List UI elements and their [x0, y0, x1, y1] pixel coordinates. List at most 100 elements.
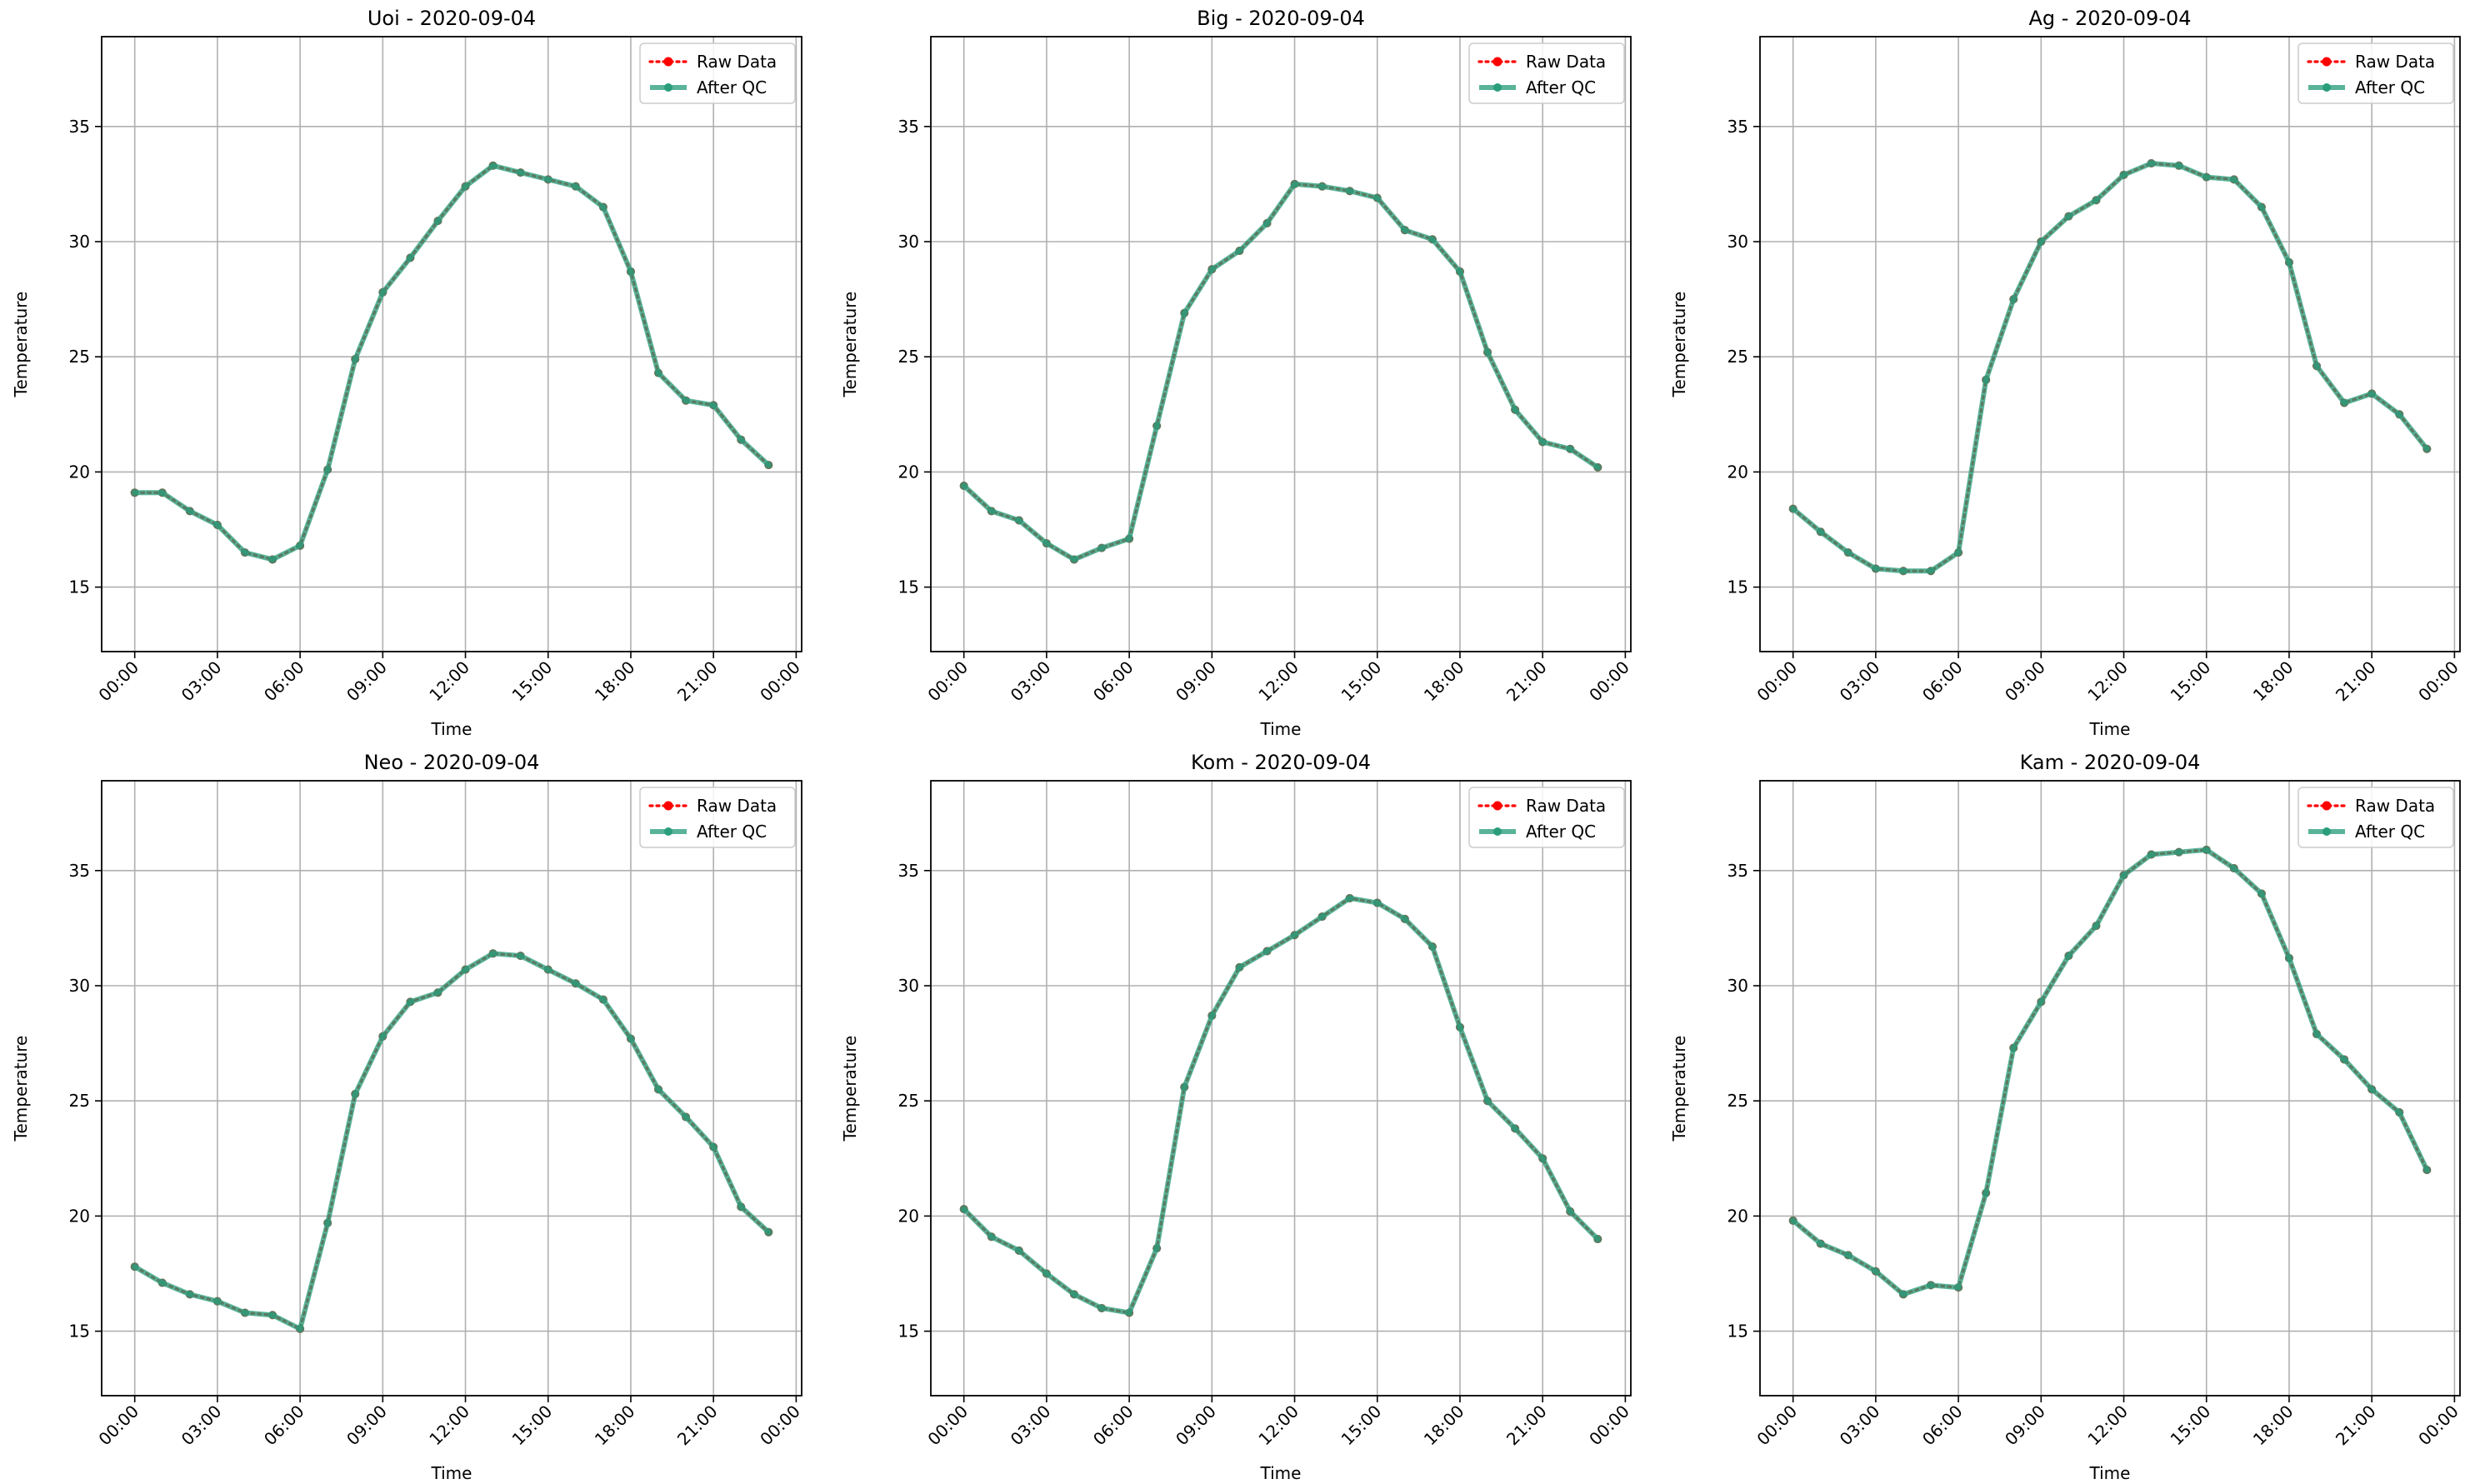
point-after-qc	[682, 1112, 691, 1122]
point-after-qc	[323, 465, 332, 474]
point-after-qc	[1566, 1207, 1575, 1216]
subplot-5: 15 20 25 30 35 00:00 03:00 06:00 09:00 12:00 15:00…	[840, 751, 1633, 1483]
point-after-qc	[1318, 182, 1327, 191]
point-after-qc	[2037, 997, 2046, 1007]
point-after-qc	[2340, 398, 2349, 407]
legend-marker-after-qc	[2322, 827, 2331, 836]
point-after-qc	[212, 1297, 222, 1306]
point-after-qc	[516, 168, 525, 177]
legend-label: After QC	[697, 77, 767, 97]
point-after-qc	[737, 1202, 746, 1212]
legend-label: After QC	[2355, 822, 2425, 842]
chart-title: Neo - 2020-09-04	[364, 751, 540, 774]
point-after-qc	[2229, 864, 2238, 873]
x-tick-label: 09:00	[2001, 657, 2049, 706]
legend: Raw Data After QC	[639, 787, 796, 848]
point-after-qc	[1042, 1269, 1051, 1278]
series-line-after-qc	[961, 181, 1601, 562]
y-tick-label: 35	[69, 861, 90, 881]
point-after-qc	[543, 175, 552, 184]
point-after-qc	[764, 1227, 773, 1237]
y-tick-label: 30	[898, 976, 919, 996]
point-after-qc	[1898, 1290, 1908, 1299]
subplot-1: 15 20 25 30 35 00:00 03:00 06:00 09:00 12:00 15:00…	[11, 7, 804, 739]
point-after-qc	[1290, 931, 1299, 940]
point-after-qc	[764, 461, 773, 470]
legend: Raw Data After QC	[2298, 787, 2454, 848]
legend-marker-after-qc	[664, 83, 672, 92]
y-tick-label: 25	[898, 1091, 919, 1111]
point-after-qc	[268, 1311, 278, 1320]
y-tick-label: 20	[1728, 462, 1748, 482]
x-tick-label: 03:00	[1007, 1402, 1055, 1450]
x-tick-label: 21:00	[673, 1402, 722, 1450]
point-after-qc	[406, 997, 415, 1007]
chart-title: Big - 2020-09-04	[1197, 7, 1365, 30]
x-tick-label: 21:00	[1502, 657, 1551, 706]
y-tick-label: 20	[1728, 1206, 1748, 1226]
x-tick-label: 21:00	[2332, 1402, 2380, 1450]
point-after-qc	[2229, 175, 2238, 184]
series-line-after-qc	[1790, 161, 2430, 574]
point-after-qc	[406, 253, 415, 262]
point-after-qc	[1898, 567, 1908, 576]
legend-marker-after-qc	[1493, 827, 1502, 836]
point-after-qc	[2064, 212, 2073, 221]
point-after-qc	[1843, 1251, 1852, 1260]
series-line-after-qc	[132, 951, 772, 1332]
x-axis-label: Time	[1260, 719, 1302, 739]
point-after-qc	[2284, 953, 2293, 962]
point-after-qc	[959, 481, 968, 490]
x-tick-label: 06:00	[260, 657, 308, 706]
y-tick-label: 20	[898, 462, 919, 482]
x-tick-label: 03:00	[1836, 1402, 1884, 1450]
legend: Raw Data After QC	[2298, 42, 2454, 104]
y-tick-label: 25	[1728, 347, 1748, 367]
x-tick-label: 00:00	[1752, 657, 1801, 706]
point-after-qc	[1125, 1308, 1134, 1317]
subplot-2: 15 20 25 30 35 00:00 03:00 06:00 09:00 12:00 15:00…	[840, 7, 1633, 739]
legend-label: Raw Data	[2355, 52, 2435, 72]
point-after-qc	[378, 1032, 388, 1041]
point-after-qc	[461, 965, 470, 974]
subplot-4: 15 20 25 30 35 00:00 03:00 06:00 09:00 12:00 15:00…	[11, 751, 804, 1483]
point-after-qc	[2202, 172, 2211, 182]
y-tick-label: 15	[1728, 577, 1748, 597]
point-after-qc	[2257, 202, 2266, 212]
legend-label: After QC	[2355, 77, 2425, 97]
point-after-qc	[543, 965, 552, 974]
point-after-qc	[571, 182, 580, 191]
axes-frame	[1759, 36, 2461, 652]
point-after-qc	[654, 1085, 663, 1094]
legend-label: Raw Data	[1526, 52, 1606, 72]
legend-label: Raw Data	[697, 796, 777, 816]
x-tick-label: 00:00	[94, 657, 142, 706]
y-tick-label: 35	[69, 117, 90, 137]
point-after-qc	[2174, 847, 2183, 857]
y-tick-label: 35	[1728, 861, 1748, 881]
y-tick-label: 15	[69, 577, 90, 597]
x-tick-label: 03:00	[1836, 657, 1884, 706]
point-after-qc	[2147, 850, 2156, 859]
x-axis-label: Time	[2089, 719, 2131, 739]
y-tick-label: 15	[898, 1322, 919, 1342]
point-after-qc	[959, 1205, 968, 1214]
point-after-qc	[2009, 295, 2018, 304]
point-after-qc	[987, 1232, 996, 1242]
x-tick-label: 15:00	[1338, 1402, 1386, 1450]
y-tick-label: 20	[898, 1206, 919, 1226]
point-after-qc	[1262, 947, 1272, 956]
y-tick-label: 15	[1728, 1322, 1748, 1342]
point-after-qc	[1982, 375, 1991, 384]
point-after-qc	[1345, 893, 1354, 902]
x-tick-label: 00:00	[2414, 1402, 2462, 1450]
y-tick-label: 20	[69, 462, 90, 482]
y-tick-label: 20	[69, 1206, 90, 1226]
point-after-qc	[1871, 1267, 1880, 1276]
point-after-qc	[626, 267, 635, 276]
point-after-qc	[1235, 962, 1244, 972]
x-tick-label: 15:00	[508, 657, 557, 706]
legend-label: Raw Data	[1526, 796, 1606, 816]
point-after-qc	[1483, 347, 1492, 357]
point-after-qc	[598, 995, 608, 1004]
